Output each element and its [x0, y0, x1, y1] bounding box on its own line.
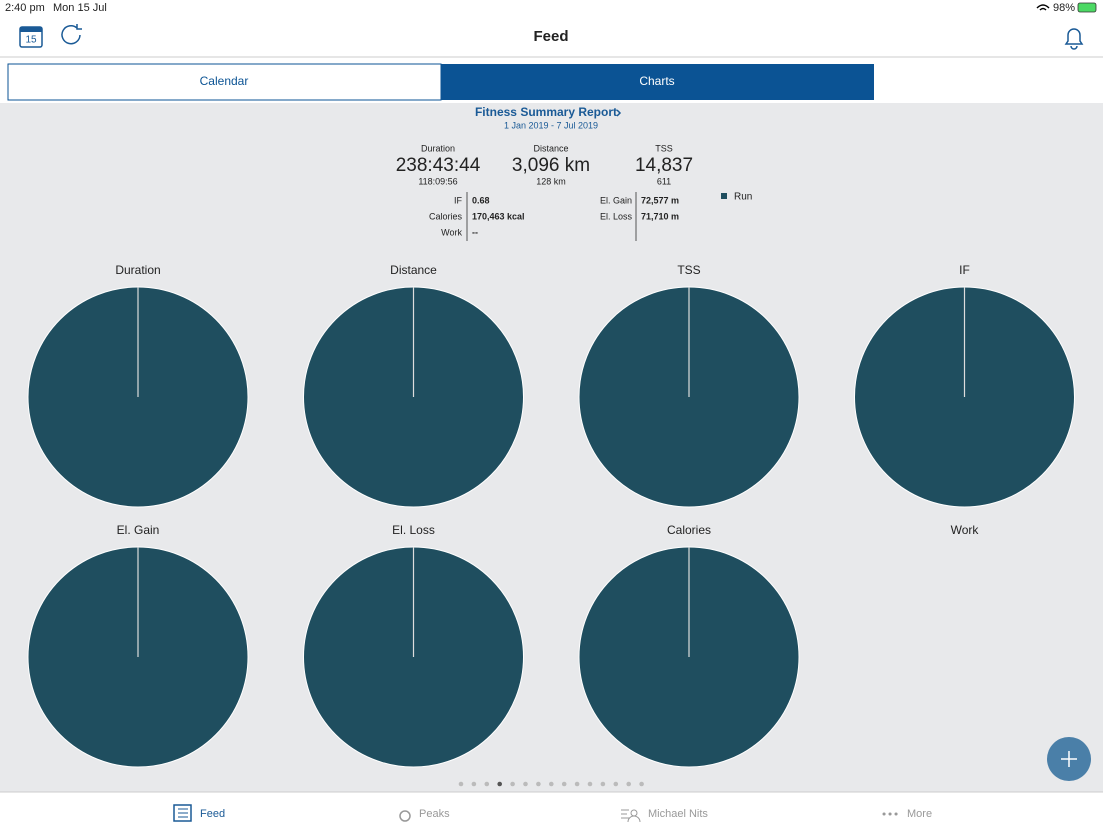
detail-label: El. Loss — [600, 211, 633, 221]
stat-value: 238:43:44 — [396, 155, 481, 176]
legend-label: Run — [734, 192, 752, 203]
page-dot — [471, 781, 477, 787]
page-dot — [613, 781, 619, 787]
page-dot — [510, 781, 515, 787]
detail-value: 170,463 kcal — [472, 211, 525, 221]
page-dot — [639, 781, 644, 787]
detail-label: IF — [454, 195, 463, 205]
detail-label: Work — [441, 227, 462, 237]
page-dot — [600, 781, 606, 787]
segment-charts[interactable] — [441, 64, 874, 100]
tab-icon-profile — [621, 809, 641, 823]
battery-level: 98% — [1053, 2, 1075, 14]
stat-sub: 118:09:56 — [418, 176, 457, 186]
stat-sub: 128 km — [536, 176, 566, 186]
detail-label: El. Gain — [600, 195, 632, 205]
page-dot — [549, 781, 554, 787]
detail-value: -- — [472, 227, 478, 237]
page-dot — [458, 781, 464, 787]
page-dot — [536, 781, 541, 787]
stat-label: TSS — [655, 143, 673, 153]
refresh-button[interactable] — [61, 24, 82, 45]
tab-label[interactable]: Michael Nits — [648, 808, 708, 820]
detail-value: 72,577 m — [641, 195, 679, 205]
page-dot — [523, 781, 528, 787]
status-time: 2:40 pm — [5, 2, 45, 14]
page-dot — [626, 781, 631, 787]
stat-sub: 611 — [657, 176, 671, 186]
wifi-icon — [1036, 4, 1050, 11]
detail-value: 71,710 m — [641, 211, 679, 221]
stat-value: 14,837 — [635, 155, 693, 176]
pie-title: TSS — [677, 263, 700, 277]
battery-icon — [1077, 2, 1097, 13]
tab-icon-feed-lines — [178, 808, 188, 818]
calendar-day: 15 — [25, 35, 37, 46]
tab-label[interactable]: More — [907, 808, 932, 820]
pie-title: Duration — [115, 263, 160, 277]
segment-label: Charts — [639, 74, 674, 88]
segment-label: Calendar — [200, 74, 249, 88]
chevron — [616, 109, 622, 117]
report-dates: 1 Jan 2019 - 7 Jul 2019 — [504, 120, 598, 130]
pie-title: Distance — [390, 263, 437, 277]
page-dot — [574, 781, 580, 787]
page-dot — [561, 781, 567, 787]
tab-icon-feed — [173, 804, 192, 822]
tab-label[interactable]: Peaks — [419, 808, 450, 820]
page-dot — [484, 781, 490, 787]
stat-value: 3,096 km — [512, 155, 590, 176]
plus-icon — [1061, 751, 1077, 767]
pie-title: El. Gain — [117, 523, 160, 537]
tab-label[interactable]: Feed — [200, 808, 225, 820]
pie-title: Calories — [667, 523, 711, 537]
stat-label: Distance — [533, 143, 568, 153]
page-dot — [497, 781, 503, 787]
pie-title: Work — [951, 523, 980, 537]
calendar-header — [20, 27, 42, 32]
notifications-button[interactable] — [1064, 28, 1084, 50]
segment-calendar[interactable] — [7, 63, 442, 101]
detail-value: 0.68 — [472, 195, 490, 205]
tab-icon-peaks — [399, 810, 411, 822]
report-title[interactable]: Fitness Summary Report — [475, 105, 617, 119]
pie-title: El. Loss — [392, 523, 435, 537]
legend-swatch — [721, 193, 727, 199]
page-dot — [587, 781, 593, 787]
pie-title: IF — [959, 263, 970, 277]
detail-label: Calories — [429, 211, 463, 221]
status-date: Mon 15 Jul — [53, 2, 107, 14]
nav-title: Feed — [533, 28, 568, 45]
stat-label: Duration — [421, 143, 455, 153]
